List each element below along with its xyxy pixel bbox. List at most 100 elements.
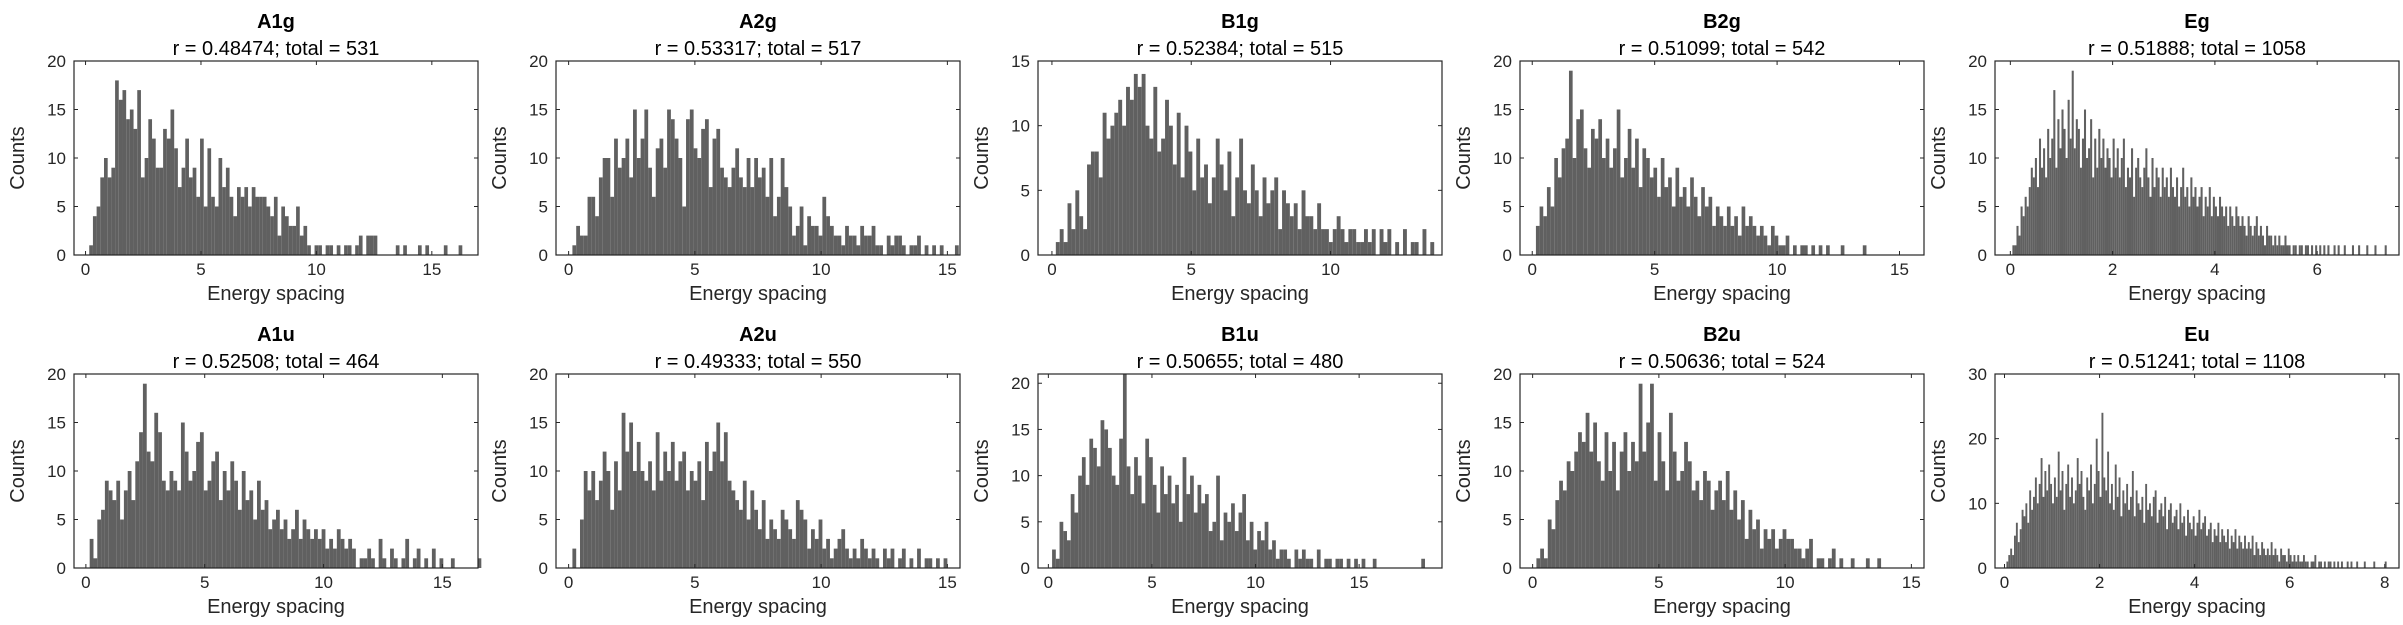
- histogram-bar: [917, 235, 921, 255]
- histogram-bar: [1283, 549, 1288, 568]
- y-tick-label: 5: [57, 198, 66, 217]
- histogram-bar: [1800, 245, 1805, 255]
- y-tick-label: 5: [1503, 198, 1512, 217]
- histogram-bar: [2323, 245, 2326, 255]
- histogram-bar: [1246, 540, 1250, 568]
- histogram-bar: [412, 558, 417, 568]
- histogram-bar: [1287, 558, 1291, 568]
- histogram-bar: [1635, 138, 1639, 255]
- histogram-bar: [1793, 548, 1798, 568]
- histogram-bar: [1554, 158, 1558, 255]
- histogram-bar: [655, 148, 660, 255]
- histogram-bar: [2079, 167, 2082, 255]
- histogram-bar: [236, 187, 241, 255]
- histogram-bar: [758, 529, 762, 568]
- histogram-bar: [924, 245, 929, 255]
- histogram-bar: [1239, 138, 1244, 255]
- histogram-bar: [2071, 70, 2074, 255]
- histogram-bar: [602, 451, 607, 568]
- histogram-bar: [116, 480, 121, 568]
- histogram-bar: [2105, 490, 2108, 568]
- histogram-bar: [180, 422, 185, 568]
- histogram-bar: [2128, 177, 2132, 255]
- histogram-bar: [104, 158, 108, 255]
- histogram-bar: [215, 451, 219, 568]
- histogram-bar: [2194, 187, 2197, 255]
- histogram-bar: [1539, 206, 1544, 255]
- histogram-bar: [2055, 167, 2058, 255]
- histogram-bar: [2310, 561, 2313, 568]
- histogram-bar: [1234, 531, 1239, 568]
- y-tick-label: 20: [1968, 52, 1987, 71]
- histogram-bar: [2095, 438, 2098, 568]
- histogram-bar: [196, 441, 200, 568]
- histogram-bar: [2289, 555, 2292, 568]
- histogram-bar: [244, 187, 249, 255]
- histogram-bar: [1638, 383, 1643, 568]
- histogram-bar: [2045, 177, 2048, 255]
- histogram-bar: [241, 471, 246, 568]
- histogram-bar: [2092, 177, 2095, 255]
- histogram-bar: [1562, 490, 1567, 568]
- histogram-bar: [1149, 138, 1154, 255]
- histogram-bar: [723, 432, 728, 568]
- x-tick-label: 6: [2285, 573, 2294, 592]
- histogram-bar: [259, 196, 263, 255]
- histogram-bar: [1102, 112, 1107, 255]
- histogram-bar: [1723, 225, 1727, 255]
- histogram-bar: [723, 177, 728, 255]
- histogram-bar: [1081, 457, 1086, 568]
- histogram-bar: [735, 500, 740, 568]
- histogram-bar: [1104, 429, 1109, 568]
- histogram-bar: [1778, 538, 1783, 568]
- panel-subtitle: r = 0.50636; total = 524: [1619, 351, 1826, 373]
- histogram-bar: [2153, 187, 2156, 255]
- histogram-bar: [2082, 496, 2085, 568]
- x-tick-label: 0: [2006, 260, 2015, 279]
- histogram-bar: [1587, 167, 1591, 255]
- histogram-bar: [270, 216, 274, 255]
- histogram-bar: [2196, 206, 2199, 255]
- histogram-bar: [2212, 196, 2215, 255]
- histogram-bar: [822, 548, 827, 568]
- histogram-bar: [1770, 225, 1775, 255]
- y-tick-label: 30: [1968, 365, 1987, 384]
- histogram-bar: [2139, 509, 2142, 568]
- histogram-bar: [1178, 521, 1183, 568]
- histogram-bar: [1593, 422, 1598, 568]
- histogram-bar: [2327, 561, 2330, 568]
- histogram-bar: [1208, 531, 1213, 568]
- histogram-bar: [378, 538, 383, 568]
- histogram-bars: [89, 80, 463, 256]
- histogram-bar: [2358, 245, 2361, 255]
- histogram-bar: [1676, 480, 1681, 568]
- histogram-bar: [2276, 245, 2279, 255]
- histogram-bar: [1141, 73, 1146, 256]
- histogram-panel-eu: 0 2 4 6 8 0 10 20 30 Eu r = 0.51241; total = 1108 E…: [1928, 324, 2400, 618]
- histogram-bar: [2300, 245, 2303, 255]
- histogram-bar: [917, 548, 921, 568]
- histogram-bar: [1598, 119, 1603, 255]
- histogram-bar: [393, 558, 398, 568]
- histogram-bar: [2110, 177, 2113, 255]
- histogram-bar: [93, 558, 98, 568]
- histogram-bar: [1328, 242, 1333, 255]
- histogram-bar: [1536, 558, 1541, 568]
- histogram-bar: [2213, 529, 2216, 568]
- histogram-bar: [1301, 190, 1306, 255]
- histogram-bar: [2236, 548, 2239, 568]
- histogram-bar: [2181, 522, 2184, 568]
- histogram-bar: [1344, 242, 1349, 255]
- histogram-bar: [2177, 529, 2180, 568]
- histogram-bar: [799, 509, 804, 568]
- y-tick-label: 20: [1493, 52, 1512, 71]
- histogram-bar: [754, 158, 758, 255]
- histogram-bar: [1063, 531, 1068, 568]
- histogram-bar: [606, 471, 611, 568]
- histogram-bar: [1387, 229, 1392, 255]
- histogram-bar: [1649, 177, 1654, 255]
- histogram-bar: [1708, 196, 1713, 255]
- y-tick-label: 5: [57, 511, 66, 530]
- histogram-bar: [1752, 225, 1757, 255]
- histogram-bar: [262, 196, 267, 255]
